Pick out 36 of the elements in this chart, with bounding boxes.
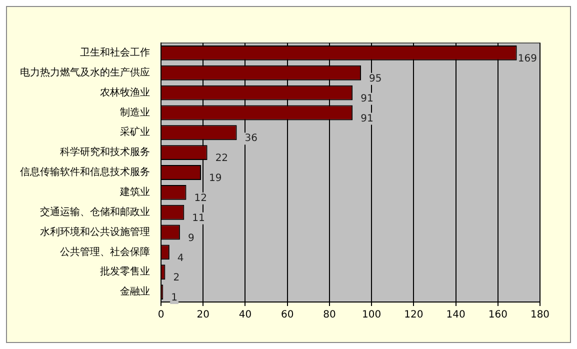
y-tick-label: 制造业 xyxy=(120,106,150,118)
data-label: 91 xyxy=(360,113,374,124)
y-tick-label: 电力热力燃气及水的生产供应 xyxy=(20,66,150,78)
data-label: 12 xyxy=(194,193,207,204)
x-tick-label: 80 xyxy=(323,310,336,321)
y-tick-label: 建筑业 xyxy=(119,186,150,198)
data-label: 169 xyxy=(518,54,538,65)
y-tick-label: 信息传输软件和信息技术服务 xyxy=(20,166,150,178)
y-tick-label: 交通运输、仓储和邮政业 xyxy=(40,206,150,218)
y-tick-label: 科学研究和技术服务 xyxy=(60,146,150,158)
y-tick-label: 农林牧渔业 xyxy=(100,86,150,98)
x-tick-label: 120 xyxy=(404,310,424,321)
data-label: 19 xyxy=(209,173,222,184)
data-label: 11 xyxy=(192,212,205,224)
x-tick-label: 60 xyxy=(280,310,294,321)
y-tick-label: 采矿业 xyxy=(120,126,150,138)
x-tick-label: 100 xyxy=(362,310,382,321)
y-tick-label: 金融业 xyxy=(120,286,150,298)
x-tick-label: 0 xyxy=(158,310,164,321)
data-label: 2 xyxy=(173,272,180,284)
x-tick-label: 140 xyxy=(446,310,466,321)
x-tick-label: 160 xyxy=(488,310,508,321)
data-label: 91 xyxy=(360,93,374,104)
data-label: 95 xyxy=(369,73,382,84)
data-label: 36 xyxy=(244,133,258,144)
x-tick-label: 180 xyxy=(530,310,550,321)
y-tick-label: 公共管理、社会保障 xyxy=(60,246,150,258)
y-tick-label: 卫生和社会工作 xyxy=(80,46,150,59)
data-label: 4 xyxy=(177,252,184,264)
x-tick-label: 40 xyxy=(238,310,252,321)
y-tick-label: 水利环境和公共设施管理 xyxy=(40,226,150,238)
data-label: 9 xyxy=(188,232,194,244)
data-label: 22 xyxy=(215,153,228,164)
x-tick-label: 20 xyxy=(196,310,210,321)
data-label: 1 xyxy=(171,292,178,304)
y-tick-label: 批发零售业 xyxy=(100,266,150,278)
